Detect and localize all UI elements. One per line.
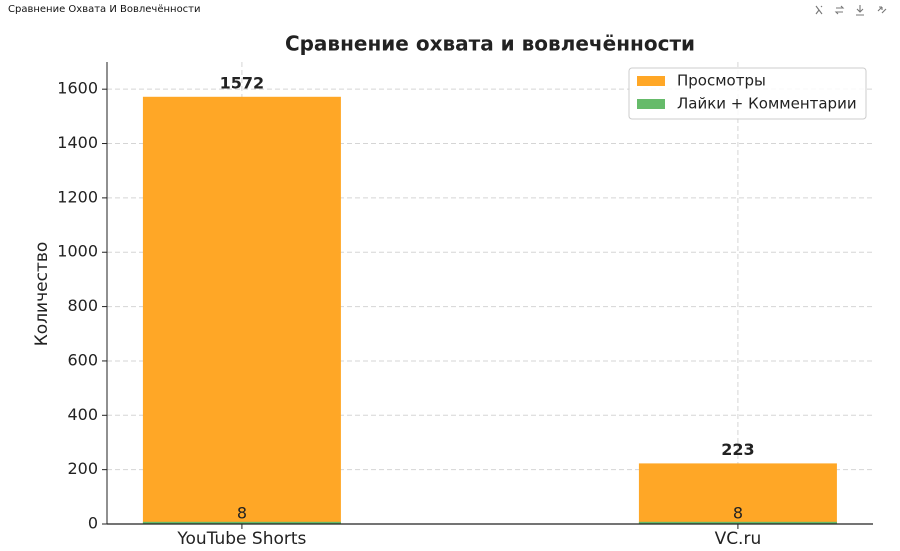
- y-tick-label: 200: [67, 459, 98, 478]
- legend-swatch: [637, 76, 665, 86]
- icon-swap[interactable]: [834, 5, 845, 15]
- y-tick-label: 600: [67, 350, 98, 369]
- x-tick-label: VC.ru: [715, 529, 762, 549]
- y-tick-label: 1200: [57, 187, 98, 206]
- value-label: 8: [237, 504, 247, 523]
- y-axis-label: Количество: [32, 242, 52, 347]
- legend-box: [628, 67, 867, 120]
- y-tick-label: 1400: [57, 133, 98, 152]
- icon-download[interactable]: [856, 5, 864, 16]
- bar: [142, 521, 341, 524]
- y-tick-label: 0: [88, 514, 98, 533]
- y-tick-label: 1600: [57, 79, 98, 98]
- legend-swatch: [637, 99, 665, 109]
- header-title: Сравнение Охвата И Вовлечённости: [8, 4, 201, 15]
- value-label: 1572: [220, 73, 265, 92]
- x-tick-label: YouTube Shorts: [176, 529, 306, 549]
- header: Сравнение Охвата И Вовлечённости: [0, 0, 900, 22]
- legend: Просмотры Лайки + Комментарии: [628, 67, 867, 120]
- icon-shuffle[interactable]: [815, 5, 823, 15]
- bar: [638, 463, 837, 524]
- icon-collapse[interactable]: [877, 6, 887, 14]
- legend-label: Лайки + Комментарии: [677, 95, 857, 113]
- legend-label: Просмотры: [677, 72, 766, 90]
- bar: [142, 96, 341, 524]
- bar: [638, 521, 837, 524]
- chart-title: Сравнение охвата и вовлечённости: [285, 32, 695, 56]
- value-label: 8: [733, 504, 743, 523]
- y-tick-label: 400: [67, 405, 98, 424]
- value-label: 223: [721, 440, 754, 459]
- y-tick-label: 1000: [57, 242, 98, 261]
- y-tick-label: 800: [67, 296, 98, 315]
- toolbar: [815, 5, 887, 16]
